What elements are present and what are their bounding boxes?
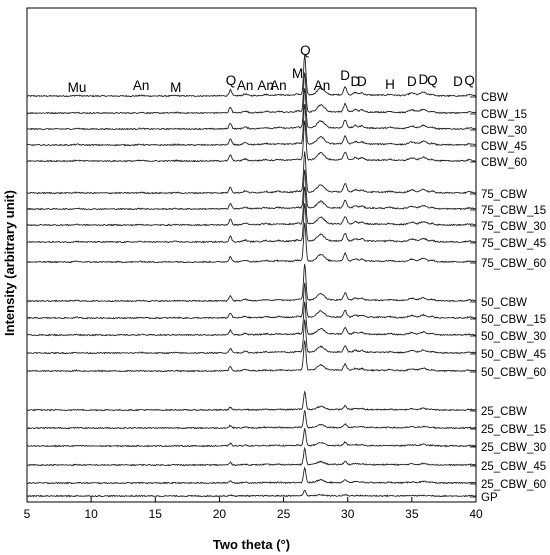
- series-label: GP: [481, 492, 498, 504]
- series-line: [26, 466, 477, 485]
- peak-label: D: [453, 74, 463, 89]
- series-label: 25_CBW: [481, 406, 527, 418]
- peak-label: Q: [464, 73, 475, 88]
- series-label: 25_CBW_60: [481, 479, 546, 491]
- series-line: [26, 428, 477, 448]
- series-layer: [26, 54, 477, 498]
- y-axis-title: Intensity (arbitrary unit): [2, 190, 17, 336]
- peak-label: An: [237, 78, 254, 93]
- series-line: [27, 390, 477, 412]
- peak-label: H: [385, 77, 395, 92]
- peak-label: An: [133, 78, 150, 93]
- peak-label: An: [314, 78, 331, 93]
- peak-label: D: [351, 74, 361, 89]
- series-label: CBW_60: [481, 157, 527, 169]
- series-label: 25_CBW_45: [481, 461, 546, 473]
- series-label: 75_CBW: [481, 189, 527, 201]
- x-tick-label: 15: [149, 507, 163, 521]
- series-label: CBW_45: [481, 141, 527, 153]
- series-label: 50_CBW_15: [481, 314, 546, 326]
- series-line: [26, 222, 477, 264]
- series-line: [26, 186, 476, 227]
- series-line: [26, 410, 477, 430]
- x-tick-label: 10: [84, 507, 98, 521]
- series-line: [26, 169, 477, 211]
- peak-label: An: [270, 78, 287, 93]
- series-label-layer: CBW CBW_15 CBW_30 CBW_45 CBW_60 75_CBW 75_CBW_…: [470, 92, 546, 504]
- plot-area: [26, 7, 477, 503]
- x-axis-title: Two theta (°): [213, 537, 290, 552]
- series-line: [26, 151, 477, 195]
- series-line: [26, 319, 477, 355]
- peak-label: Q: [300, 43, 311, 58]
- series-label: CBW_30: [481, 125, 527, 137]
- series-label: 25_CBW_15: [481, 424, 546, 436]
- series-line: [26, 263, 477, 303]
- peak-label: Q: [427, 73, 438, 88]
- peak-label: M: [170, 80, 181, 95]
- x-tick-label: 20: [213, 507, 227, 521]
- series-label: 25_CBW_30: [481, 442, 546, 454]
- peak-label: D: [419, 72, 429, 87]
- peak-label: An: [257, 78, 274, 93]
- plot-frame: [26, 7, 477, 503]
- peak-label: Q: [226, 73, 237, 88]
- series-line: [26, 282, 477, 320]
- peak-label: M: [292, 66, 303, 81]
- series-label: 75_CBW_30: [481, 221, 546, 233]
- series-label: 75_CBW_15: [481, 205, 546, 217]
- x-tick-label: 35: [405, 507, 419, 521]
- series-line: [26, 301, 476, 337]
- series-line: [26, 203, 477, 244]
- series-line: [27, 88, 477, 131]
- x-tick-label: 25: [277, 507, 291, 521]
- peak-label: Mu: [68, 80, 87, 95]
- peak-label: D: [340, 68, 350, 83]
- x-tick-label: 40: [469, 507, 483, 521]
- series-line: [26, 340, 477, 373]
- series-line: [26, 446, 477, 467]
- series-label: 50_CBW: [481, 297, 527, 309]
- peak-label: D: [357, 74, 367, 89]
- x-axis: 5 10 15 20 25 30 35 40: [24, 497, 483, 521]
- series-line: [26, 103, 476, 147]
- series-label: 50_CBW_45: [481, 349, 546, 361]
- x-tick-label: 30: [341, 507, 355, 521]
- series-label: CBW: [481, 92, 508, 104]
- series-label: CBW_15: [481, 109, 527, 121]
- series-label: 75_CBW_60: [481, 258, 546, 270]
- series-line: [26, 54, 476, 98]
- x-tick-label: 5: [24, 507, 31, 521]
- series-label: 50_CBW_30: [481, 331, 546, 343]
- series-line: [27, 72, 477, 115]
- series-label: 75_CBW_45: [481, 238, 546, 250]
- series-line: [26, 489, 477, 498]
- series-line: [26, 120, 477, 163]
- series-label: 50_CBW_60: [481, 367, 546, 379]
- peak-label: D: [407, 74, 417, 89]
